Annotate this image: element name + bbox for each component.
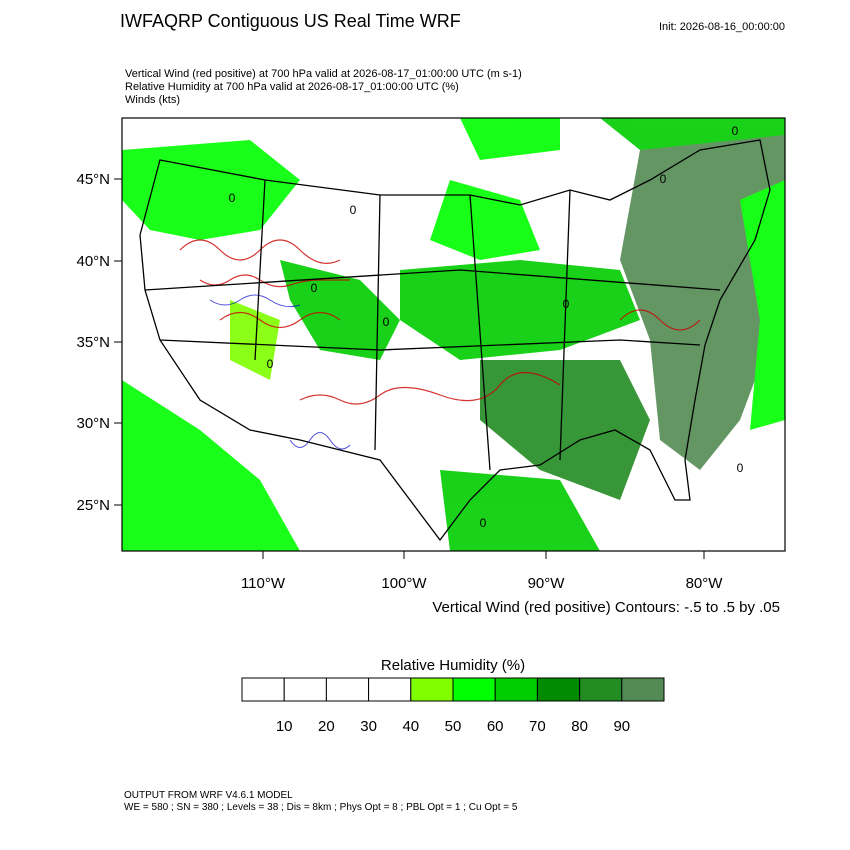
colorbar-box <box>283 677 327 702</box>
footer-line: OUTPUT FROM WRF V4.6.1 MODEL <box>124 790 293 801</box>
colorbar-box <box>452 677 496 702</box>
colorbar-box <box>368 677 412 702</box>
lon-label: 110°W <box>241 575 286 592</box>
lat-label: 45°N <box>76 171 110 188</box>
colorbar-label: 40 <box>402 718 419 735</box>
contour-label: 0 <box>732 124 739 138</box>
colorbar-box <box>494 677 538 702</box>
contour-label: 0 <box>350 203 357 217</box>
footer-line: WE = 580 ; SN = 380 ; Levels = 38 ; Dis … <box>124 802 518 813</box>
contour-label: 0 <box>229 191 236 205</box>
lon-label: 100°W <box>381 575 427 592</box>
contour-label: 0 <box>311 281 318 295</box>
contour-label: 0 <box>737 461 744 475</box>
lat-label: 25°N <box>76 497 110 514</box>
contour-label: 0 <box>383 315 390 329</box>
colorbar-label: 60 <box>487 718 504 735</box>
colorbar-box <box>536 677 581 702</box>
colorbar-box <box>579 677 623 702</box>
map <box>121 117 786 552</box>
colorbar-label: 20 <box>318 718 335 735</box>
colorbar-label: 80 <box>571 718 588 735</box>
colorbar-box <box>241 677 285 702</box>
lat-label: 30°N <box>76 415 110 432</box>
colorbar-label: 30 <box>360 718 377 735</box>
contour-label: 0 <box>563 297 570 311</box>
lat-label: 35°N <box>76 334 110 351</box>
header-line: Relative Humidity at 700 hPa valid at 20… <box>125 81 459 93</box>
contour-label: 0 <box>267 357 274 371</box>
map-frame <box>121 117 786 552</box>
colorbar-title: Relative Humidity (%) <box>381 657 525 674</box>
lat-label: 40°N <box>76 253 110 270</box>
colorbar-box <box>325 677 370 702</box>
colorbar-box <box>621 677 665 702</box>
contour-note: Vertical Wind (red positive) Contours: -… <box>432 599 780 616</box>
header-line: Vertical Wind (red positive) at 700 hPa … <box>125 68 522 80</box>
colorbar-label: 10 <box>276 718 293 735</box>
colorbar-label: 70 <box>529 718 546 735</box>
colorbar: 10 20 30 40 50 60 70 80 90 <box>241 677 665 735</box>
init-time: Init: 2026-08-16_00:00:00 <box>659 21 785 33</box>
boundaries <box>139 139 771 542</box>
title: IWFAQRP Contiguous US Real Time WRF <box>120 11 461 31</box>
vertical-wind-contours-negative <box>209 294 351 450</box>
colorbar-box <box>410 677 454 702</box>
colorbar-label: 90 <box>613 718 630 735</box>
contour-label: 0 <box>660 172 667 186</box>
header-line: Winds (kts) <box>125 94 180 106</box>
lon-label: 90°W <box>528 575 566 592</box>
contour-label: 0 <box>480 516 487 530</box>
vertical-wind-contours <box>179 239 701 405</box>
lon-label: 80°W <box>686 575 724 592</box>
colorbar-label: 50 <box>445 718 462 735</box>
humidity-fill <box>122 118 785 551</box>
